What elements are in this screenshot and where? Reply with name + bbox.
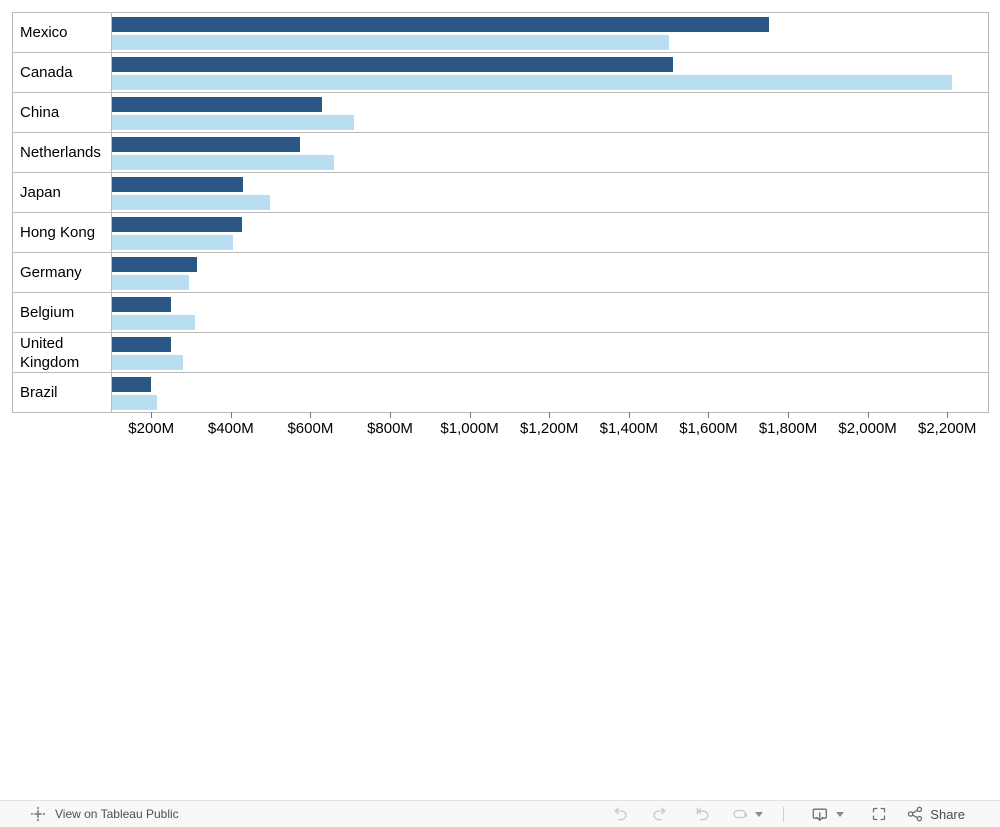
undo-button[interactable] <box>611 805 629 823</box>
row-plot <box>112 293 988 332</box>
axis-tick <box>310 412 312 418</box>
redo-button[interactable] <box>651 805 669 823</box>
bar-light-blue[interactable] <box>112 275 190 290</box>
axis-tick <box>867 412 869 418</box>
bar-dark-blue[interactable] <box>112 257 197 272</box>
bar-dark-blue[interactable] <box>112 217 243 232</box>
chart-row: Germany <box>13 253 988 293</box>
full-screen-button[interactable] <box>870 805 888 823</box>
row-label-belgium[interactable]: Belgium <box>13 293 112 332</box>
bar-dark-blue[interactable] <box>112 177 243 192</box>
bar-dark-blue[interactable] <box>112 337 171 352</box>
chart-row: China <box>13 93 988 133</box>
bar-dark-blue[interactable] <box>112 57 673 72</box>
row-plot <box>112 93 988 132</box>
chart-row: Japan <box>13 173 988 213</box>
replay-button[interactable] <box>693 805 711 823</box>
refresh-button[interactable] <box>731 805 749 823</box>
bar-light-blue[interactable] <box>112 155 334 170</box>
axis-tick <box>708 412 710 418</box>
axis-tick-label: $600M <box>287 420 334 437</box>
axis-tick-label: $800M <box>367 420 413 437</box>
share-label: Share <box>930 806 965 822</box>
chart-row: Canada <box>13 53 988 93</box>
row-label-netherlands[interactable]: Netherlands <box>13 133 112 172</box>
row-plot <box>112 213 988 252</box>
axis-tick-label: $1,800M <box>758 420 818 437</box>
bar-light-blue[interactable] <box>112 115 354 130</box>
toolbar-buttons: Share <box>611 805 965 823</box>
bar-light-blue[interactable] <box>112 235 234 250</box>
bar-light-blue[interactable] <box>112 355 183 370</box>
chart-row: Netherlands <box>13 133 988 173</box>
tableau-logo-icon <box>30 806 46 822</box>
bar-dark-blue[interactable] <box>112 377 152 392</box>
axis-tick <box>469 412 471 418</box>
chart-row: Hong Kong <box>13 213 988 253</box>
axis-tick <box>788 412 789 418</box>
view-on-tableau-public-link[interactable]: View on Tableau Public <box>30 806 179 822</box>
row-plot <box>112 13 988 52</box>
undo-icon <box>614 807 627 821</box>
caret-down-icon <box>836 811 845 817</box>
axis-tick-label: $1,600M <box>679 420 738 437</box>
bar-light-blue[interactable] <box>112 195 270 210</box>
bar-light-blue[interactable] <box>112 315 195 330</box>
row-label-united-kingdom[interactable]: United Kingdom <box>13 333 112 372</box>
row-label-canada[interactable]: Canada <box>13 53 112 92</box>
row-plot <box>112 133 988 172</box>
axis-tick <box>151 412 153 418</box>
row-plot <box>112 253 988 292</box>
row-plot <box>112 333 988 372</box>
chart-rows: Mexico Canada China Netherlands Japan Hong Ko… <box>13 13 988 413</box>
axis-tick <box>549 412 551 418</box>
bar-light-blue[interactable] <box>112 75 953 90</box>
axis-tick <box>947 412 949 418</box>
bar-dark-blue[interactable] <box>112 97 322 112</box>
axis-tick-label: $2,200M <box>918 420 977 437</box>
axis-tick <box>230 412 232 418</box>
row-label-hong-kong[interactable]: Hong Kong <box>13 213 112 252</box>
full-screen-icon <box>873 807 886 821</box>
download-display-icon <box>812 808 828 821</box>
row-label-japan[interactable]: Japan <box>13 173 112 212</box>
share-icon <box>908 806 923 822</box>
axis-tick-label: $1,200M <box>520 420 579 437</box>
axis-tick-label: $1,000M <box>440 420 499 437</box>
axis-tick <box>390 412 391 418</box>
x-axis: $200M $400M $600M $800M $1,000M $1,200M $1,400… <box>113 412 987 444</box>
row-plot <box>112 373 988 412</box>
row-label-germany[interactable]: Germany <box>13 253 112 292</box>
replay-icon <box>697 807 709 821</box>
bar-chart: Mexico Canada China Netherlands Japan Hong Ko… <box>12 12 989 413</box>
bar-dark-blue[interactable] <box>112 17 769 32</box>
chart-row: United Kingdom <box>13 333 988 373</box>
caret-down-icon <box>755 811 764 817</box>
row-label-mexico[interactable]: Mexico <box>13 13 112 52</box>
bar-light-blue[interactable] <box>112 395 158 410</box>
bar-dark-blue[interactable] <box>112 297 172 312</box>
redo-icon <box>653 807 666 821</box>
row-plot <box>112 173 988 212</box>
axis-tick <box>628 412 630 418</box>
row-label-china[interactable]: China <box>13 93 112 132</box>
chart-row: Brazil <box>13 373 988 413</box>
axis-tick-label: $400M <box>207 420 254 437</box>
share-button[interactable]: Share <box>906 805 965 823</box>
bar-light-blue[interactable] <box>112 35 669 50</box>
row-plot <box>112 53 988 92</box>
bar-dark-blue[interactable] <box>112 137 300 152</box>
download-button[interactable] <box>810 805 845 823</box>
refresh-icon <box>733 809 748 819</box>
tableau-toolbar: View on Tableau Public <box>0 800 1000 827</box>
axis-tick-label: $2,000M <box>838 420 897 437</box>
view-on-tableau-public-label: View on Tableau Public <box>55 807 179 821</box>
chart-row: Belgium <box>13 293 988 333</box>
row-label-brazil[interactable]: Brazil <box>13 373 112 412</box>
toolbar-divider <box>783 806 785 822</box>
axis-tick-label: $1,400M <box>599 420 658 437</box>
refresh-menu-button[interactable] <box>755 811 764 817</box>
axis-tick-label: $200M <box>128 420 175 437</box>
chart-row: Mexico <box>13 13 988 53</box>
